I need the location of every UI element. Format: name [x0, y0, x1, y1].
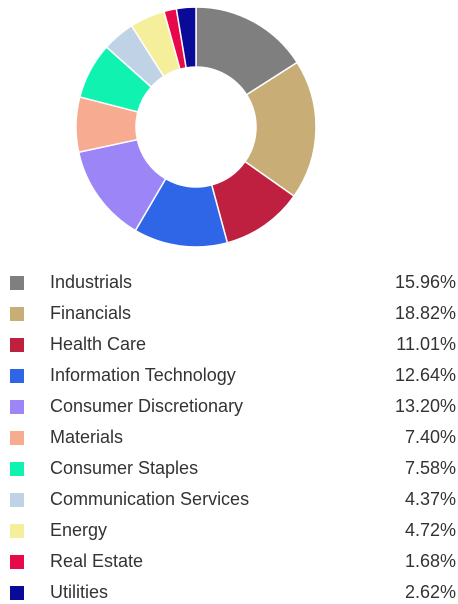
legend-swatch [10, 400, 24, 414]
value-label: 4.72% [405, 520, 456, 540]
legend-swatch [10, 586, 24, 600]
legend-swatch [10, 555, 24, 569]
legend-swatch [10, 493, 24, 507]
value-label: 15.96% [395, 272, 456, 292]
legend-swatch [10, 524, 24, 538]
legend-label: Consumer Discretionary [50, 396, 243, 416]
value-label: 18.82% [395, 303, 456, 323]
legend-label: Materials [50, 427, 123, 447]
value-label: 1.68% [405, 551, 456, 571]
legend-swatch [10, 338, 24, 352]
legend-swatch [10, 369, 24, 383]
donut-slice [243, 61, 317, 198]
legend-label: Communication Services [50, 489, 249, 509]
legend-label: Information Technology [50, 365, 236, 385]
value-label: 2.62% [405, 582, 456, 602]
legend-swatch [10, 307, 24, 321]
legend-swatch [10, 431, 24, 445]
value-label: 13.20% [395, 396, 456, 416]
value-label: 7.58% [405, 458, 456, 478]
legend-swatch [10, 462, 24, 476]
legend-label: Real Estate [50, 551, 143, 571]
legend-swatch [10, 276, 24, 290]
legend-label: Energy [50, 520, 107, 540]
legend-label: Utilities [50, 582, 108, 602]
value-label: 4.37% [405, 489, 456, 509]
donut-slice [175, 6, 197, 69]
value-label: 7.40% [405, 427, 456, 447]
legend-label: Industrials [50, 272, 132, 292]
value-label: 12.64% [395, 365, 456, 385]
legend-label: Financials [50, 303, 131, 323]
legend-label: Consumer Staples [50, 458, 198, 478]
legend-label: Health Care [50, 334, 146, 354]
value-label: 11.01% [396, 334, 456, 354]
